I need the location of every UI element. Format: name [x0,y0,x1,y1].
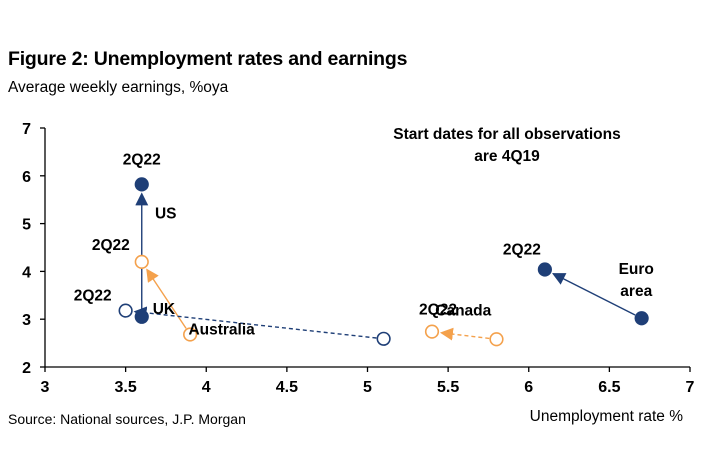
x-tick-label: 3.5 [115,379,137,396]
euro-area-arrow [552,273,636,316]
australia-series-label: Australia [188,322,255,339]
us-point-2q22 [134,177,149,192]
y-tick-label: 6 [22,169,31,186]
chart-title: Figure 2: Unemployment rates and earning… [8,48,408,70]
chart-note: Start dates for all observations are 4Q1… [393,126,621,165]
canada-point-2q22 [424,324,440,339]
x-tick-label: 5 [363,379,372,396]
us-end-label: 2Q22 [123,151,161,168]
uk-point-4q19 [183,327,198,342]
x-tick-label: 5.5 [437,379,459,396]
y-tick-label: 2 [22,360,31,377]
uk-point-2q22 [134,254,149,269]
x-axis-label: Unemployment rate % [529,408,683,425]
canada-arrow [439,327,490,341]
australia-end-label: 2Q22 [74,288,112,305]
uk-arrow [146,268,187,329]
series-labels: 2Q22US2Q22UK2Q22Australia2Q22Canada2Q22E… [74,151,654,338]
x-tick-label: 4.5 [276,379,298,396]
australia-point-4q19 [376,331,391,346]
euro-area-point-2q22 [537,262,552,277]
canada-point-4q19 [489,332,504,347]
us-series-label: US [155,206,177,223]
y-tick-label: 4 [22,264,31,281]
chart-subtitle: Average weekly earnings, %oya [8,79,229,96]
x-tick-label: 6.5 [598,379,620,396]
euro-area-series-label-line: area [620,283,652,300]
euro-area-series-label-line: Euro [619,261,654,278]
x-tick-label: 4 [202,379,211,396]
australia-arrow [133,306,377,339]
uk-end-label: 2Q22 [92,237,130,254]
y-tick-label: 7 [22,121,31,138]
x-tick-label: 7 [686,379,695,396]
euro-area-point-4q19 [634,311,649,326]
canada-end-label: 2Q22 [419,302,457,319]
data-points [118,177,649,347]
australia-point-2q22 [118,303,133,318]
series-connectors [133,192,636,341]
euro-area-end-label: 2Q22 [503,241,541,258]
x-tick-label: 6 [524,379,533,396]
y-tick-label: 3 [22,312,31,329]
y-tick-label: 5 [22,217,31,234]
uk-series-label: UK [153,301,176,318]
us-point-4q19 [134,309,149,324]
euro-area-series-label: Euro area [619,261,654,300]
chart-source: Source: National sources, J.P. Morgan [8,411,246,427]
x-tick-label: 3 [41,379,50,396]
canada-series-label: Canada [435,302,491,319]
